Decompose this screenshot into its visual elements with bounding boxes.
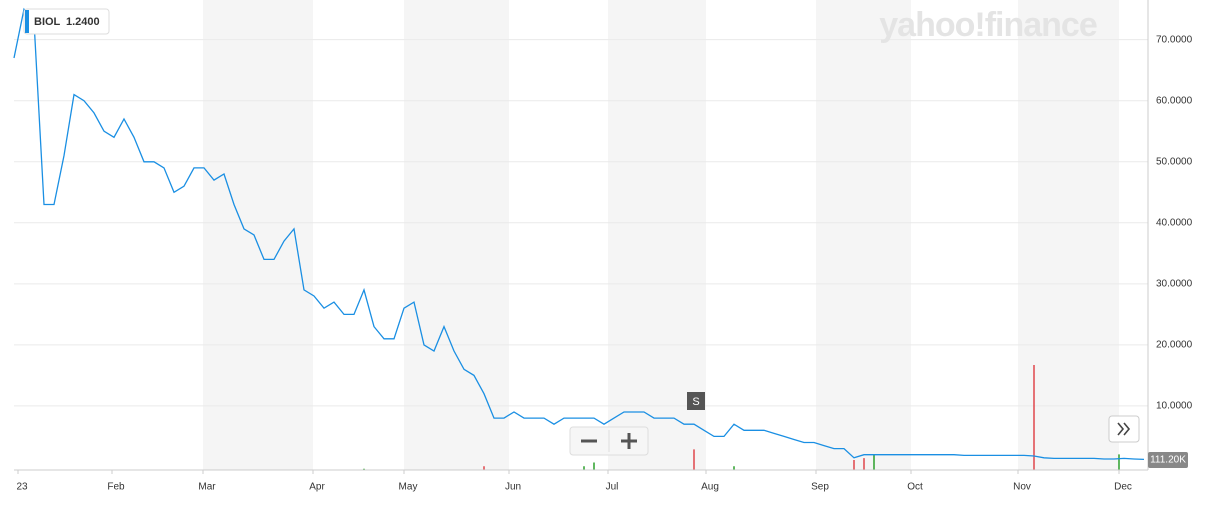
- grid: [14, 39, 1148, 474]
- volume: [363, 365, 1120, 470]
- y-tick-label: 10.0000: [1156, 401, 1193, 412]
- x-tick-label: Aug: [701, 482, 719, 493]
- x-tick-label: Nov: [1013, 482, 1031, 493]
- y-tick-label: 20.0000: [1156, 340, 1193, 351]
- shade-band: [608, 0, 706, 470]
- volume-tag: [1148, 452, 1188, 468]
- shade-band: [203, 0, 313, 470]
- volume-bar: [693, 449, 695, 470]
- x-tick-label: Jun: [505, 482, 521, 493]
- x-tick-label: Mar: [198, 482, 216, 493]
- x-tick-label: Sep: [811, 482, 829, 493]
- x-tick-label: Feb: [107, 482, 125, 493]
- y-tick-label: 50.0000: [1156, 156, 1193, 167]
- volume-bar: [483, 466, 485, 470]
- plot: [13, 7, 1145, 461]
- volume-bar: [733, 466, 735, 470]
- volume-bar: [583, 466, 585, 470]
- bands: [203, 0, 1119, 470]
- zoom-in[interactable]: [621, 433, 637, 449]
- shade-band: [816, 0, 911, 470]
- scroll-right[interactable]: [1108, 415, 1140, 443]
- volume-bar: [1118, 454, 1120, 470]
- x-tick-label: Jul: [606, 482, 619, 493]
- volume-bar: [363, 468, 365, 470]
- price-label: 1.2400: [66, 16, 100, 28]
- event-marker[interactable]: S: [692, 396, 699, 408]
- volume-bar: [873, 454, 875, 470]
- shade-band: [404, 0, 509, 470]
- y-tick-label: 60.0000: [1156, 95, 1193, 106]
- x-tick-label: Oct: [907, 482, 923, 493]
- event-box[interactable]: [687, 392, 705, 410]
- symbol-swatch: [25, 10, 29, 33]
- x-tick-label: Apr: [309, 482, 325, 493]
- y-tick-label: 70.0000: [1156, 34, 1193, 45]
- volume-bar: [593, 462, 595, 470]
- brand-watermark: yahoo!finance: [879, 6, 1097, 44]
- y-tick-label: 40.0000: [1156, 217, 1193, 228]
- price-line: [13, 7, 1145, 461]
- volume-label: 111.20K: [1150, 455, 1186, 466]
- symbol: BIOL: [34, 16, 61, 28]
- x-tick-label: 23: [16, 482, 28, 493]
- x-tick-label: May: [399, 482, 418, 493]
- x-tick-label: Dec: [1114, 482, 1132, 493]
- symbol-box: [23, 8, 110, 35]
- volume-bar: [863, 458, 865, 470]
- volume-bar: [1033, 365, 1035, 470]
- volume-bar: [853, 460, 855, 470]
- y-tick-label: 30.0000: [1156, 278, 1193, 289]
- shade-band: [1018, 0, 1119, 470]
